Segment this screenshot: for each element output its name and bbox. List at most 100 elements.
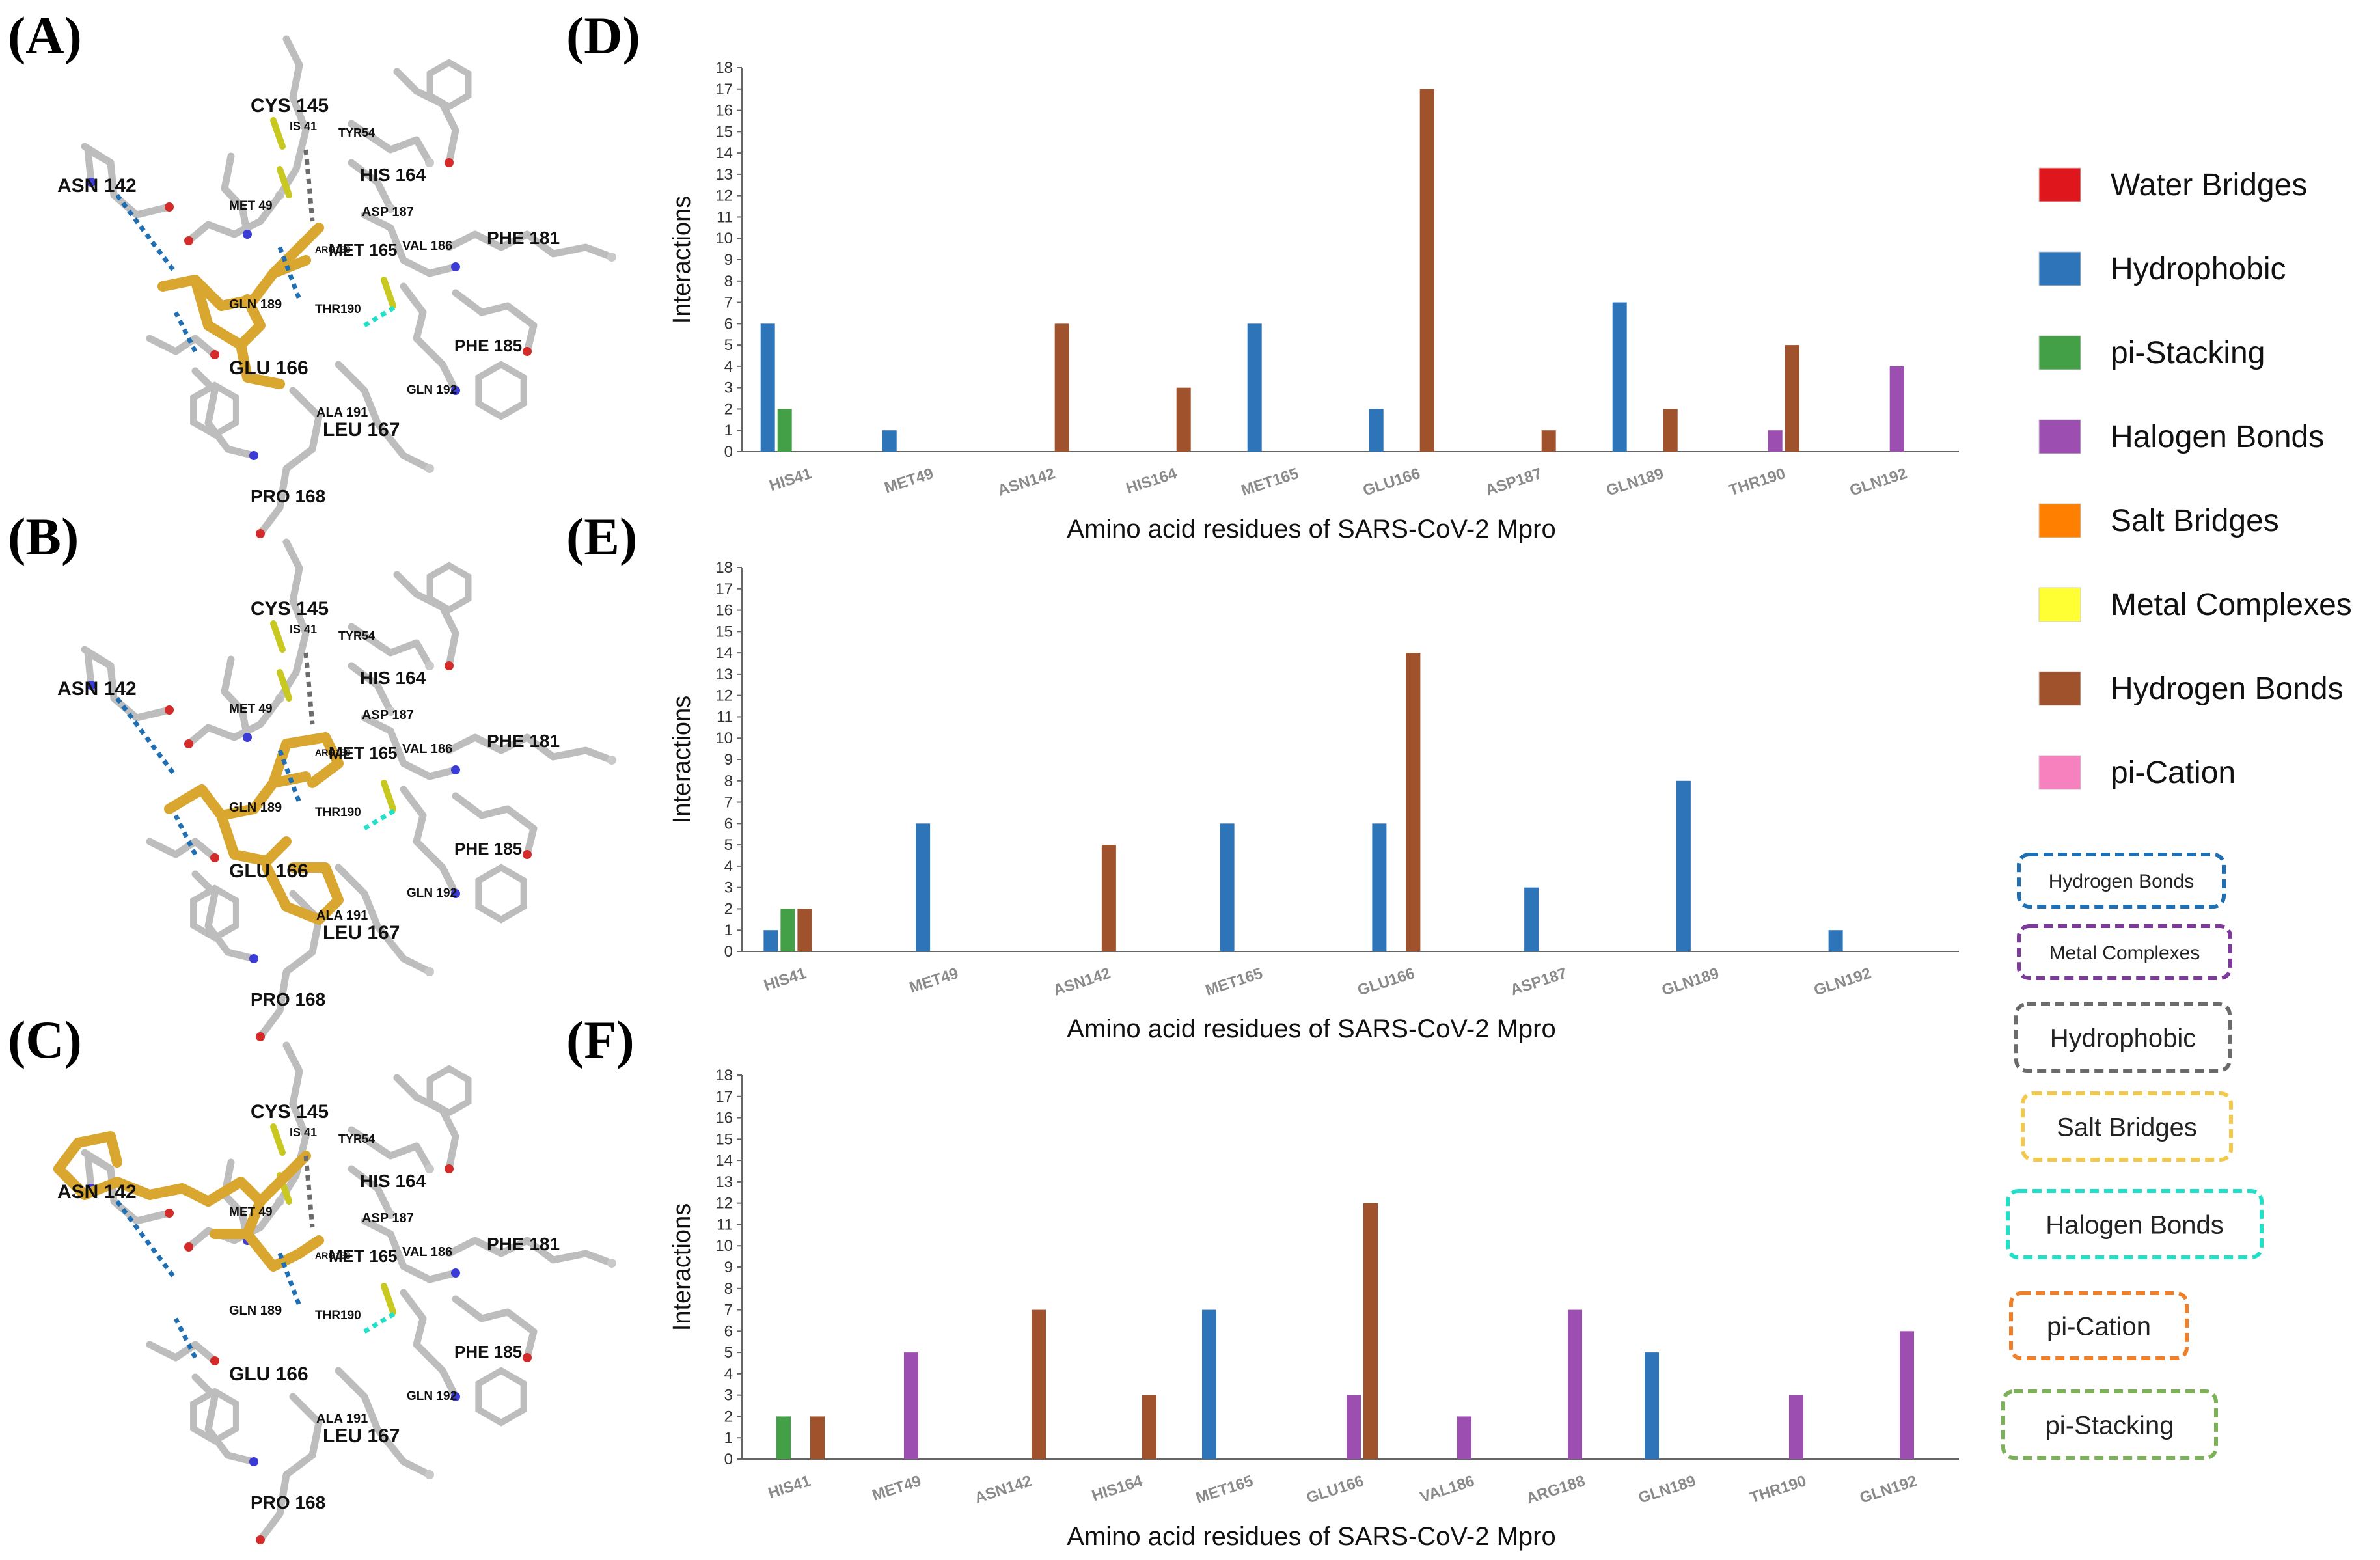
bar-hydrophobic-his41 xyxy=(760,323,775,452)
x-tick-label: GLU166 xyxy=(1361,465,1423,500)
atom xyxy=(256,1032,265,1041)
bar-halogen-bonds-gln192 xyxy=(1900,1331,1914,1459)
x-tick-label: GLU166 xyxy=(1356,965,1417,1000)
aromatic-ring xyxy=(475,1367,527,1427)
key-label-hydrogen-bonds: Hydrogen Bonds xyxy=(2049,871,2194,892)
structure-panel-a: CYS 145 IS 41 TYR54 ASN 142 HIS 164 MET 49 ASP… xyxy=(57,35,616,538)
residue-label: ALA 191 xyxy=(316,1412,368,1426)
residue-label: PRO 168 xyxy=(251,1492,325,1512)
ligand-bond xyxy=(255,1151,311,1207)
y-tick-label: 10 xyxy=(715,1237,733,1255)
bar-hydrogen-bonds-his164 xyxy=(1176,387,1191,452)
ligand-bond xyxy=(268,732,344,788)
atom xyxy=(386,204,395,213)
residue-label: TYR54 xyxy=(338,629,375,642)
bar-hydrogen-bonds-asn142 xyxy=(1032,1309,1046,1459)
y-tick-label: 1 xyxy=(724,1429,733,1447)
x-tick-label: ASP187 xyxy=(1483,465,1544,499)
residue-stick xyxy=(348,1165,394,1218)
x-tick-label: THR190 xyxy=(1748,1472,1809,1507)
residue-label: PRO 168 xyxy=(251,989,325,1009)
atom xyxy=(243,733,252,742)
residue-stick xyxy=(348,159,394,212)
bar-hydrophobic-asp187 xyxy=(1524,887,1539,951)
residue-label: THR190 xyxy=(315,303,361,316)
residue-label: IS 41 xyxy=(290,120,317,133)
ligand-bond xyxy=(216,810,292,866)
x-tick-label: GLN192 xyxy=(1812,965,1874,1000)
residue-label: ASP 187 xyxy=(362,708,414,722)
series-legend: Water Bridges Hydrophobic pi-Stacking Halog… xyxy=(2038,167,2352,790)
y-axis-label: Interactions xyxy=(668,196,696,323)
y-tick-label: 3 xyxy=(724,379,733,397)
atom xyxy=(210,1356,219,1365)
interaction-dash xyxy=(173,1317,198,1359)
y-tick-label: 12 xyxy=(715,1195,733,1212)
sulfur-bond xyxy=(277,166,292,198)
y-tick-label: 5 xyxy=(724,836,733,854)
y-tick-label: 2 xyxy=(724,900,733,918)
residue-stick xyxy=(185,694,284,748)
y-tick-label: 17 xyxy=(715,581,733,598)
y-tick-label: 8 xyxy=(724,773,733,790)
residue-stick xyxy=(452,792,538,858)
atom xyxy=(451,889,460,898)
interaction-dash xyxy=(363,806,398,831)
interaction-dash xyxy=(303,149,315,222)
residue-label: ALA 191 xyxy=(316,405,368,420)
bar-hydrophobic-gln189 xyxy=(1676,780,1691,951)
panel-letter-a: (A) xyxy=(8,6,82,65)
legend-label-halogen-bonds: Halogen Bonds xyxy=(2111,420,2324,454)
atom xyxy=(523,1353,532,1362)
panel-letter-e: (E) xyxy=(566,507,637,566)
residue-stick xyxy=(146,335,219,359)
residue-stick xyxy=(276,1041,310,1205)
bar-hydrogen-bonds-asn142 xyxy=(1054,323,1069,452)
bar-hydrogen-bonds-thr190 xyxy=(1785,345,1799,452)
interaction-dash xyxy=(115,193,178,275)
residue-stick xyxy=(185,191,284,245)
interaction-dash xyxy=(115,1199,178,1281)
ligand-bond xyxy=(53,1164,213,1207)
bar-hydrogen-bonds-his41 xyxy=(810,1416,825,1459)
residue-stick xyxy=(348,120,433,167)
sulfur-bond xyxy=(277,669,292,702)
residue-stick xyxy=(348,623,433,670)
y-tick-label: 1 xyxy=(724,422,733,439)
residue-label: HIS 164 xyxy=(360,1171,426,1191)
residue-stick xyxy=(361,714,459,780)
y-tick-label: 7 xyxy=(724,794,733,812)
legend-swatch-hydrogen-bonds xyxy=(2038,671,2081,706)
residue-label: GLN 192 xyxy=(407,1389,457,1403)
key-box-pi-stacking xyxy=(2001,1389,2218,1460)
residue-label: LEU 167 xyxy=(323,419,400,441)
bar-hydrophobic-his41 xyxy=(763,930,778,951)
residue-label: HIS 164 xyxy=(360,668,426,688)
y-tick-label: 11 xyxy=(717,208,733,226)
residue-stick xyxy=(221,152,251,238)
x-tick-label: MET49 xyxy=(870,1472,923,1505)
residue-label: LEU 167 xyxy=(323,1425,400,1447)
residue-label: HIS 164 xyxy=(360,165,426,185)
atom xyxy=(425,464,434,473)
residue-stick xyxy=(361,1217,459,1283)
x-tick-label: GLN192 xyxy=(1857,1472,1919,1507)
residue-stick xyxy=(393,68,459,167)
residue-label: GLN 189 xyxy=(229,801,282,815)
y-tick-label: 0 xyxy=(724,1451,733,1468)
x-tick-label: MET165 xyxy=(1194,1472,1255,1507)
legend-swatch-pi-cation xyxy=(2038,755,2081,790)
legend-label-salt-bridges: Salt Bridges xyxy=(2111,504,2279,538)
bar-hydrophobic-glu166 xyxy=(1369,409,1384,452)
x-tick-label: GLN189 xyxy=(1604,465,1666,500)
ligand-bond xyxy=(262,862,344,925)
atom xyxy=(451,386,460,395)
residue-label: VAL 186 xyxy=(402,1245,452,1259)
atom xyxy=(607,1259,616,1268)
y-tick-label: 18 xyxy=(715,59,733,77)
residue-label: TYR54 xyxy=(338,126,375,139)
x-tick-label: MET49 xyxy=(907,965,961,997)
bar-pi-stacking-his41 xyxy=(780,909,795,951)
y-tick-label: 5 xyxy=(724,1344,733,1362)
structure-panel-c: CYS 145 IS 41 TYR54 ASN 142 HIS 164 MET 49 ASP… xyxy=(53,1041,616,1544)
